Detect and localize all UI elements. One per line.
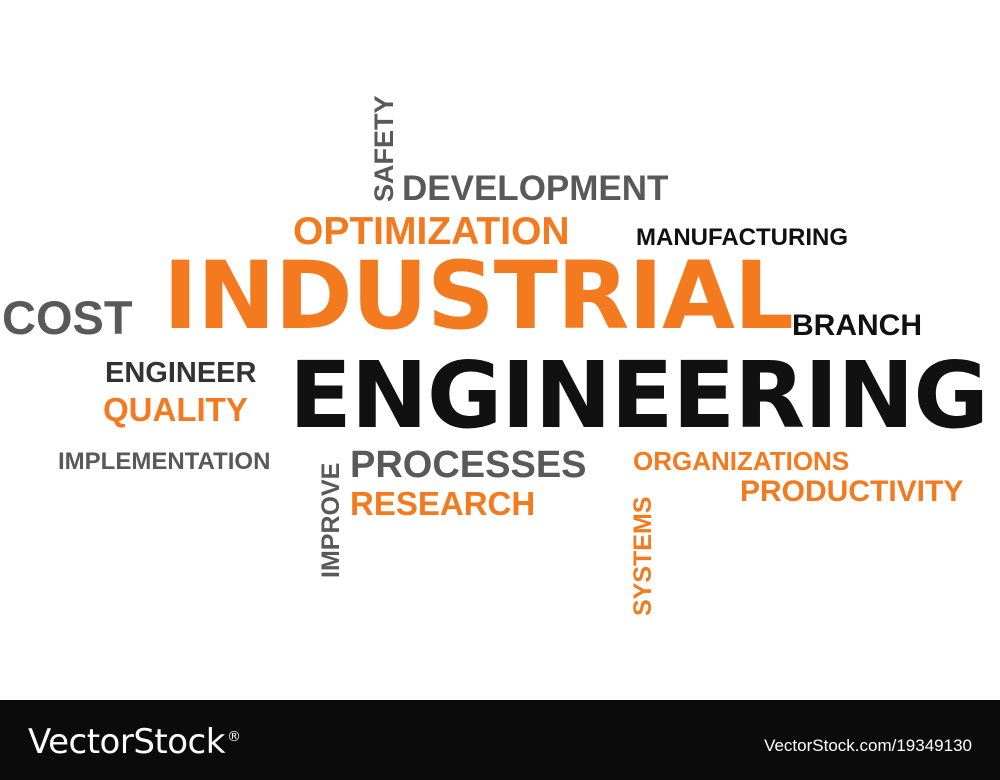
word-engineer: ENGINEER <box>105 357 257 389</box>
registered-mark: ® <box>226 728 241 745</box>
word-industrial: INDUSTRIAL <box>163 242 794 351</box>
word-cost: COST <box>2 291 133 344</box>
vectorstock-logo: VectorStock ® <box>28 722 241 762</box>
word-development: DEVELOPMENT <box>402 169 669 208</box>
word-research: RESEARCH <box>350 485 536 522</box>
logo-text: VectorStock <box>28 722 225 762</box>
word-implementation: IMPLEMENTATION <box>58 448 271 475</box>
word-improve: IMPROVE <box>317 462 345 578</box>
word-organizations: ORGANIZATIONS <box>633 446 850 476</box>
word-cloud: SAFETY DEVELOPMENT OPTIMIZATION MANUFACT… <box>2 95 989 616</box>
word-safety: SAFETY <box>369 95 399 202</box>
watermark-footer: VectorStock ® VectorStock.com/19349130 <box>0 700 1000 780</box>
word-productivity: PRODUCTIVITY <box>740 475 964 508</box>
word-quality: QUALITY <box>103 391 248 428</box>
word-processes: PROCESSES <box>350 444 587 486</box>
word-engineering: ENGINEERING <box>289 342 989 449</box>
word-optimization: OPTIMIZATION <box>293 210 570 253</box>
word-manufacturing: MANUFACTURING <box>636 224 848 251</box>
word-systems: SYSTEMS <box>629 496 657 616</box>
image-id-url: VectorStock.com/19349130 <box>764 736 972 755</box>
word-branch: BRANCH <box>792 309 922 342</box>
